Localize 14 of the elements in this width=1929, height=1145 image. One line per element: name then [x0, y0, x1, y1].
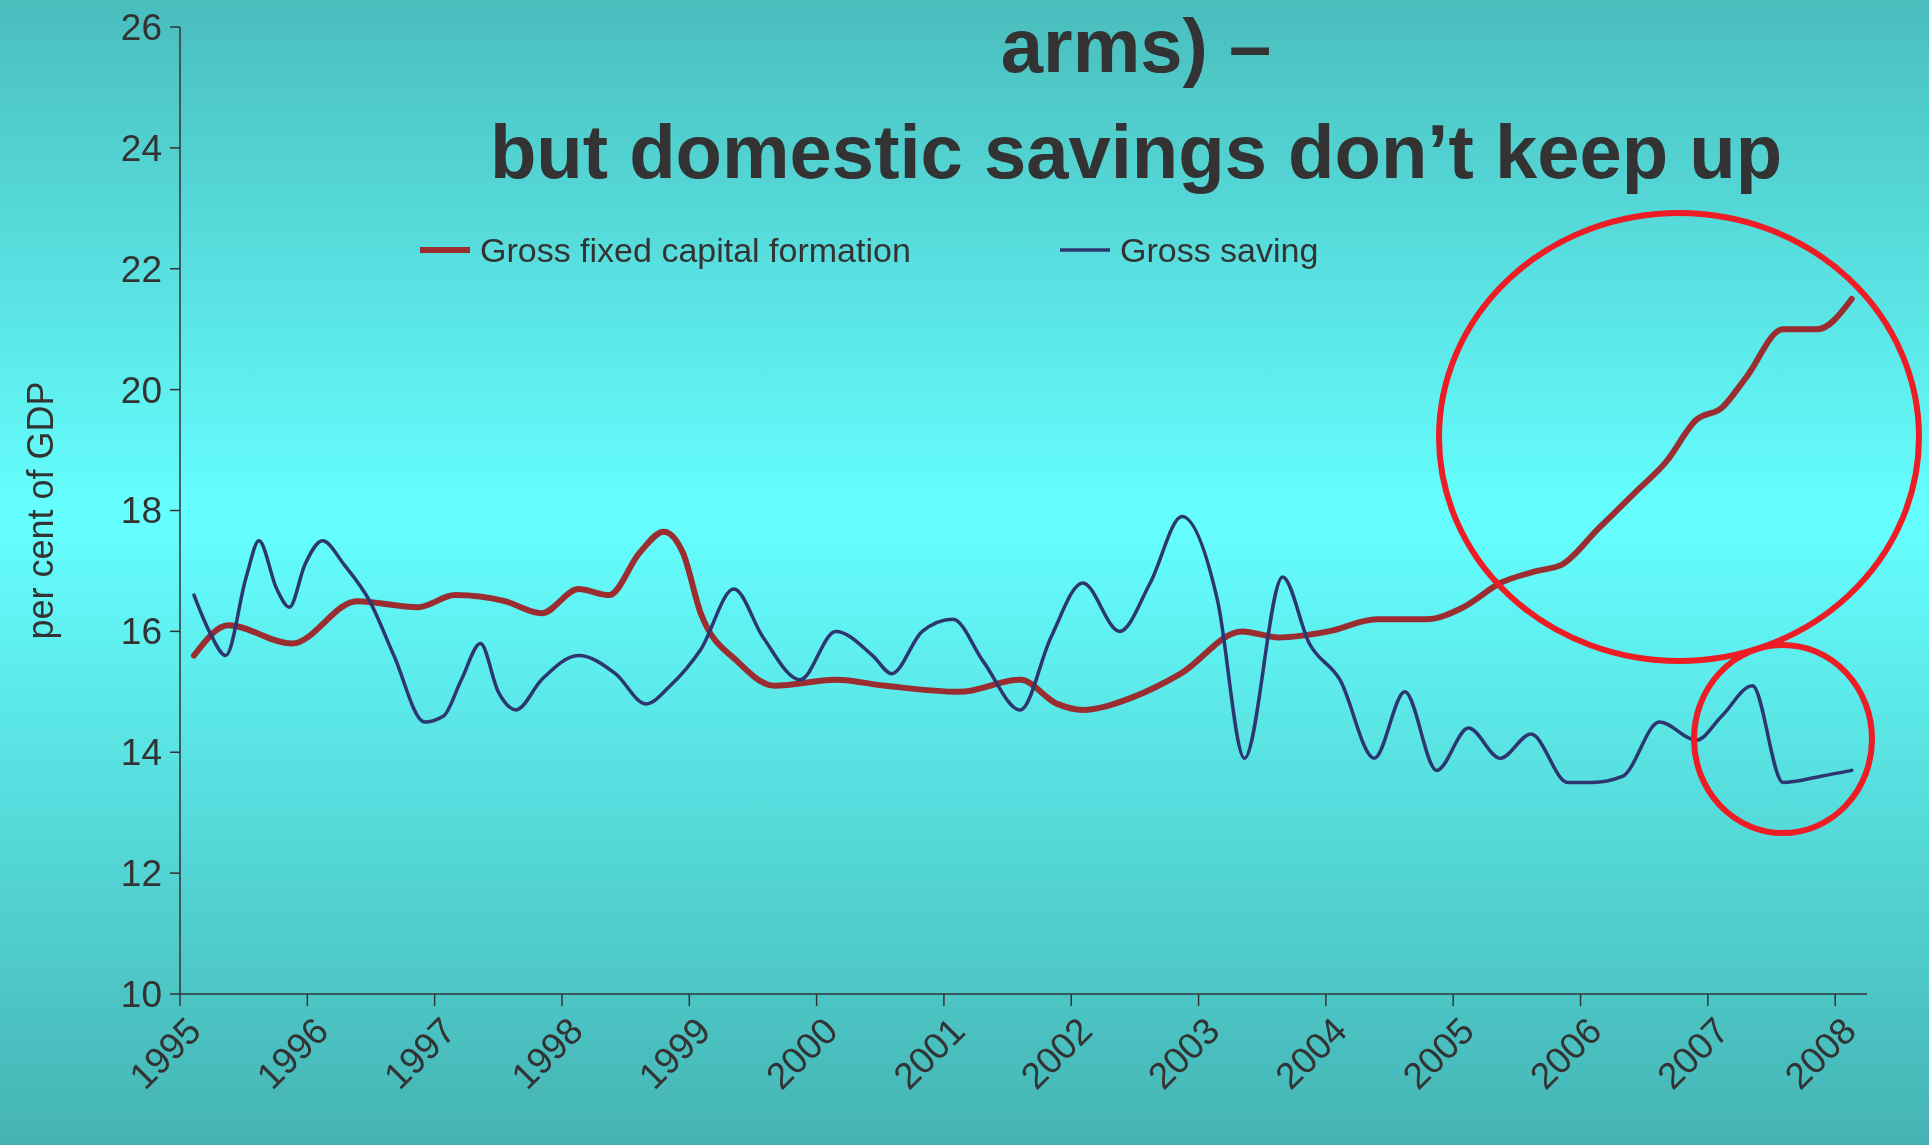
y-tick-label: 12	[120, 853, 162, 895]
y-tick-label: 16	[120, 611, 162, 653]
y-tick-label: 24	[120, 127, 162, 169]
y-tick-label: 10	[120, 973, 162, 1015]
y-axis-title: per cent of GDP	[19, 381, 61, 640]
y-tick-label: 18	[120, 490, 162, 532]
chart-title: arms) – but domestic savings don’t keep up	[489, 3, 1783, 194]
legend-label: Gross saving	[1120, 230, 1319, 269]
line-series	[192, 514, 1854, 785]
y-tick-label: 20	[120, 369, 162, 411]
y-tick-label: 14	[120, 732, 162, 774]
legend-label: Gross fixed capital formation	[480, 230, 911, 269]
y-tick-label: 26	[120, 6, 162, 48]
y-tick-label: 22	[120, 248, 162, 290]
